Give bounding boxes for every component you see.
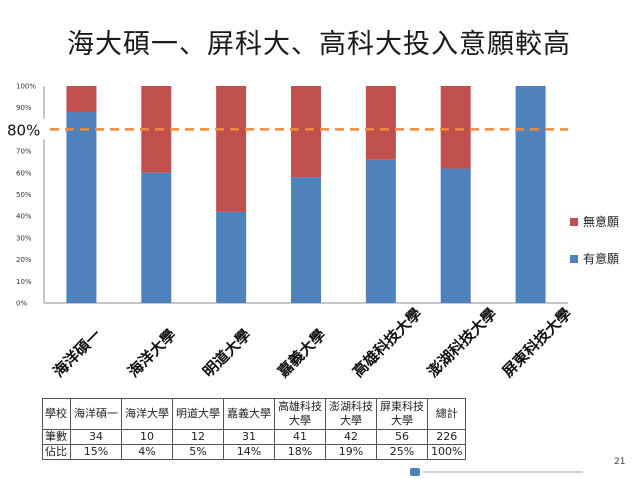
reference-label-bg [3, 118, 49, 140]
y-tick-label: 50% [16, 191, 32, 199]
x-category-label: 海洋大學 [124, 326, 179, 381]
bar-segment [66, 112, 97, 303]
table-total-cell: 100% [426, 444, 467, 460]
table-cell: 42 [325, 429, 377, 445]
table-header-row: 學校 海洋碩一 海洋大學 明道大學 嘉義大學 高雄科技 大學 澎湖科技 大學 屏東科技 大學 總計 [42, 398, 467, 430]
table-cell: 56 [376, 429, 428, 445]
table-header-cell: 學校 [42, 398, 71, 430]
table-row-label: 佔比 [42, 444, 71, 460]
bar-segment [365, 159, 396, 303]
bar-segment [365, 86, 396, 160]
x-category-label: 高雄科技大學 [349, 304, 425, 380]
x-category-label: 屏東科技大學 [499, 304, 575, 380]
footer-logo-mark [410, 468, 420, 476]
page-number: 21 [614, 457, 626, 467]
legend-swatch [570, 255, 578, 263]
respondent-table: 學校 海洋碩一 海洋大學 明道大學 嘉義大學 高雄科技 大學 澎湖科技 大學 屏東科技 大學 總計 筆數… [42, 398, 467, 460]
table-header-cell: 海洋大學 [121, 398, 173, 430]
x-category-label: 海洋碩一 [50, 326, 105, 381]
table-cell: 31 [223, 429, 275, 445]
table-row: 筆數 34 10 12 31 41 42 56 226 [42, 429, 467, 445]
table-header-cell: 澎湖科技 大學 [325, 398, 377, 430]
table-header-cell: 明道大學 [172, 398, 224, 430]
table-row: 佔比 15% 4% 5% 14% 18% 19% 25% 100% [42, 444, 467, 460]
y-tick-label: 60% [16, 169, 32, 177]
slide-title: 海大碩一、屏科大、高科大投入意願較高 [67, 29, 571, 60]
bar-segment [440, 168, 471, 303]
table-cell: 19% [325, 444, 377, 460]
table-cell: 15% [70, 444, 122, 460]
bar-segment [141, 172, 172, 303]
table-header-cell: 屏東科技 大學 [376, 398, 428, 430]
x-category-label: 嘉義大學 [273, 326, 329, 382]
stacked-bar-chart: 0% 10% 20% 30% 40% 50% 60% 70% 80% 90% 100% 海洋碩一海洋大… [3, 82, 620, 382]
table-cell: 4% [121, 444, 173, 460]
x-category-label: 澎湖科技大學 [424, 304, 500, 380]
table-header-cell: 海洋碩一 [70, 398, 122, 430]
x-category-label: 明道大學 [199, 326, 254, 381]
legend-swatch [570, 218, 578, 226]
table-cell: 34 [70, 429, 122, 445]
bar-segment [216, 211, 247, 303]
table-row-label: 筆數 [42, 429, 71, 445]
table-cell: 25% [376, 444, 428, 460]
table-total-cell: 226 [426, 429, 467, 445]
table-header-cell: 嘉義大學 [223, 398, 275, 430]
legend-label: 無意願 [583, 214, 619, 229]
y-tick-label: 90% [16, 104, 32, 112]
table-cell: 41 [274, 429, 326, 445]
table-cell: 5% [172, 444, 224, 460]
footer-logo-bar [423, 471, 583, 473]
y-tick-label: 40% [16, 213, 32, 221]
y-tick-label: 0% [16, 300, 27, 308]
table-cell: 14% [223, 444, 275, 460]
table-cell: 12 [172, 429, 224, 445]
bar-segment [291, 177, 321, 303]
table-cell: 10 [121, 429, 173, 445]
y-tick-label: 20% [16, 256, 32, 264]
bar-segment [291, 86, 321, 178]
table-cell: 18% [274, 444, 326, 460]
reference-label: 80% [7, 121, 40, 139]
bar-segment [66, 86, 97, 113]
table-header-cell: 總計 [426, 398, 467, 430]
legend-label: 有意願 [583, 251, 619, 266]
bar-segment [515, 86, 546, 303]
bar-segment [440, 86, 471, 169]
y-tick-label: 30% [16, 234, 32, 242]
y-tick-label: 10% [16, 278, 32, 286]
y-tick-label: 100% [16, 83, 36, 91]
table-header-cell: 高雄科技 大學 [274, 398, 326, 430]
bar-segment [216, 86, 247, 212]
y-tick-label: 70% [16, 148, 32, 156]
footer-logo [410, 468, 583, 476]
